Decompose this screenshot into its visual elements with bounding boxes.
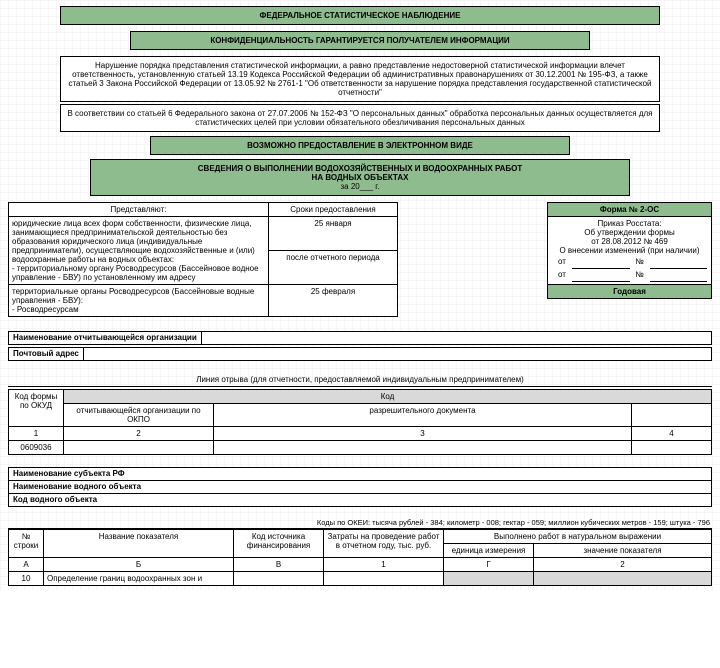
tear-line: Линия отрыва (для отчетности, предоставл… [8,373,712,387]
law2-block: В соответствии со статьей 6 Федерального… [60,104,660,132]
subj-water: Наименование водного объекта [9,481,711,494]
period-box: Годовая [547,285,712,299]
law1-block: Нарушение порядка представления статисти… [60,56,660,102]
subject-block: СВЕДЕНИЯ О ВЫПОЛНЕНИИ ВОДОХОЗЯЙСТВЕННЫХ … [90,159,630,196]
deadline1: 25 января [269,217,398,251]
elec-block: ВОЗМОЖНО ПРЕДОСТАВЛЕНИЕ В ЭЛЕКТРОННОМ ВИ… [150,136,570,155]
present-h2: Сроки предоставления [269,203,398,217]
org-name-row: Наименование отчитывающейся организации [8,331,712,345]
order-box: Приказ Росстата: Об утверждении формы от… [547,217,712,285]
okud-val: 0609036 [9,441,64,455]
conf-block: КОНФИДЕНЦИАЛЬНОСТЬ ГАРАНТИРУЕТСЯ ПОЛУЧАТ… [130,31,590,50]
subj2: НА ВОДНЫХ ОБЪЕКТАХ [97,173,623,182]
code-h2: разрешительного документа [214,404,632,427]
table-row: 10 Определение границ водоохранных зон и [9,572,712,586]
year: за 20___ г. [97,182,623,191]
deadline2: 25 февраля [269,285,398,317]
present-r2: территориальные органы Росводресурсов (Б… [9,285,269,317]
code-h1: отчитывающейся организации по ОКПО [64,404,214,427]
code-h0: Код формы по ОКУД [9,390,64,427]
form-num: Форма № 2-ОС [547,202,712,217]
present-table: Представляют: Сроки предоставления юриди… [8,202,398,317]
title-block: ФЕДЕРАЛЬНОЕ СТАТИСТИЧЕСКОЕ НАБЛЮДЕНИЕ [60,6,660,25]
deadline1b: после отчетного периода [269,251,398,285]
code-table: Код формы по ОКУД Код отчитывающейся орг… [8,389,712,455]
okei-line: Коды по ОКЕИ: тысяча рублей - 384; килом… [8,517,712,529]
present-r1: юридические лица всех форм собственности… [9,217,269,285]
code-h: Код [64,390,712,404]
present-h1: Представляют: [9,203,269,217]
main-table: № строки Название показателя Код источни… [8,529,712,586]
code-h3 [632,404,712,427]
subj-rf: Наименование субъекта РФ [9,468,711,481]
subj1: СВЕДЕНИЯ О ВЫПОЛНЕНИИ ВОДОХОЗЯЙСТВЕННЫХ … [97,164,623,173]
org-addr-row: Почтовый адрес [8,347,712,361]
subj-code: Код водного объекта [9,494,711,506]
